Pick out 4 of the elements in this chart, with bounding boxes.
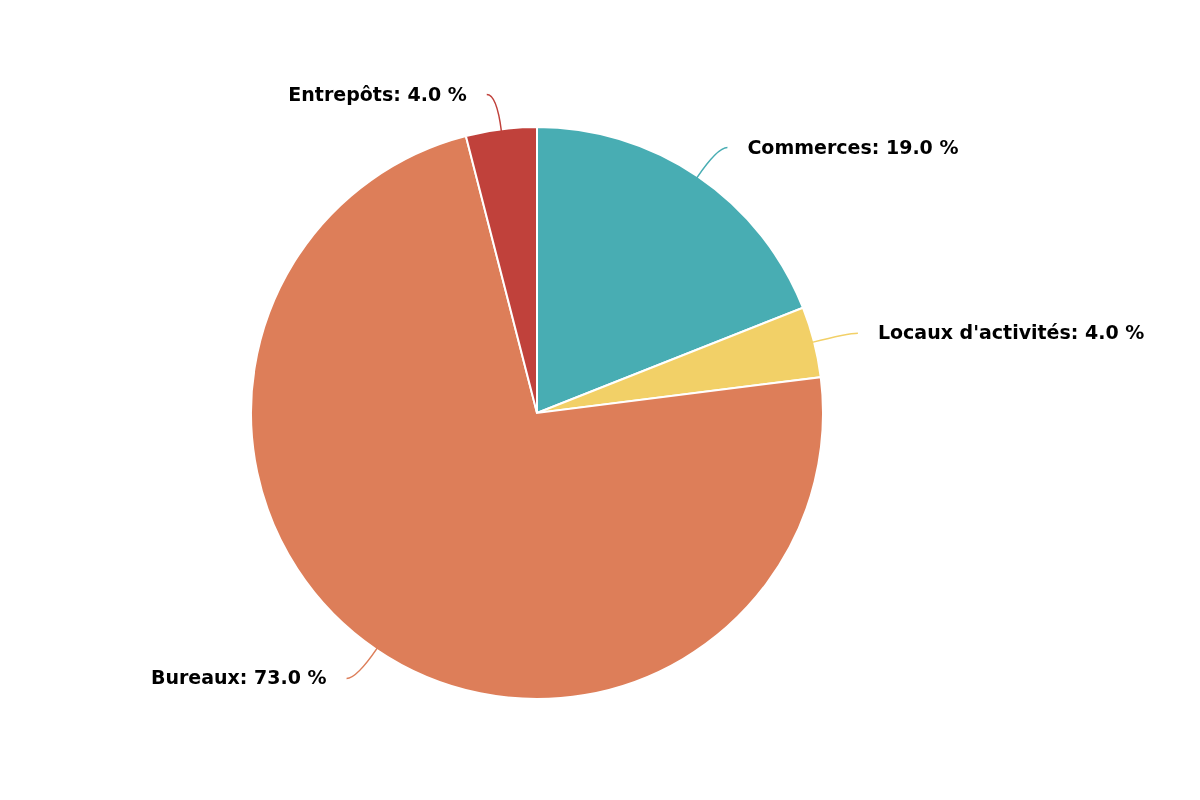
- slice-label: Bureaux: 73.0 %: [150, 666, 327, 689]
- slice-label: Commerces: 19.0 %: [747, 135, 959, 158]
- slice-label: Locaux d'activités: 4.0 %: [877, 321, 1145, 344]
- slice-label: Entrepôts: 4.0 %: [288, 82, 467, 105]
